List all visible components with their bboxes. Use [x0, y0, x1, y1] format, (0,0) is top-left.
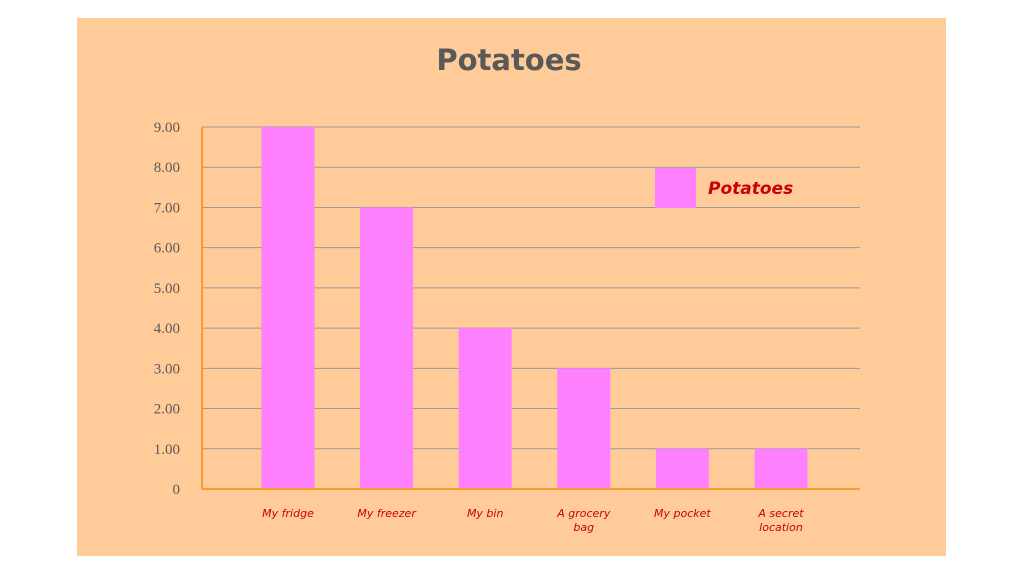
bar [458, 328, 512, 489]
bar [754, 448, 808, 489]
bar [261, 127, 315, 489]
y-tick-label: 0 [173, 482, 181, 498]
chart-title: Potatoes [436, 43, 581, 77]
category-label: My freezer [357, 507, 417, 520]
category-label: A grocery bag [556, 507, 611, 534]
axes [201, 127, 860, 490]
bar [655, 448, 709, 489]
y-tick-label: 8.00 [154, 160, 180, 176]
category-label: My bin [467, 507, 504, 520]
y-tick-label: 7.00 [154, 200, 180, 216]
y-tick-label: 6.00 [154, 241, 180, 257]
legend: Potatoes [655, 168, 793, 208]
category-label: My pocket [654, 507, 711, 520]
category-label: My fridge [262, 507, 314, 520]
y-tick-label: 5.00 [154, 281, 180, 297]
y-tick-label: 3.00 [154, 361, 180, 377]
y-tick-label: 4.00 [154, 321, 180, 337]
y-tick-label: 9.00 [154, 120, 180, 136]
chart-slide: Potatoes 0 1.00 2.00 3.00 4.00 5.00 6.00 7.00 8.… [77, 18, 946, 556]
bar [557, 368, 611, 489]
y-tick-label: 1.00 [154, 442, 180, 458]
legend-swatch [655, 168, 696, 208]
bars [261, 127, 808, 489]
category-label: A secret location [757, 507, 804, 534]
y-axis-ticks: 0 1.00 2.00 3.00 4.00 5.00 6.00 7.00 8.00 9.00 [154, 120, 180, 498]
x-axis-labels: My fridge My freezer My bin A grocery bag My … [262, 507, 804, 534]
bar [360, 207, 414, 489]
legend-label: Potatoes [708, 179, 793, 199]
bar-chart: Potatoes 0 1.00 2.00 3.00 4.00 5.00 6.00 7.00 8.… [154, 43, 860, 534]
y-tick-label: 2.00 [154, 402, 180, 418]
